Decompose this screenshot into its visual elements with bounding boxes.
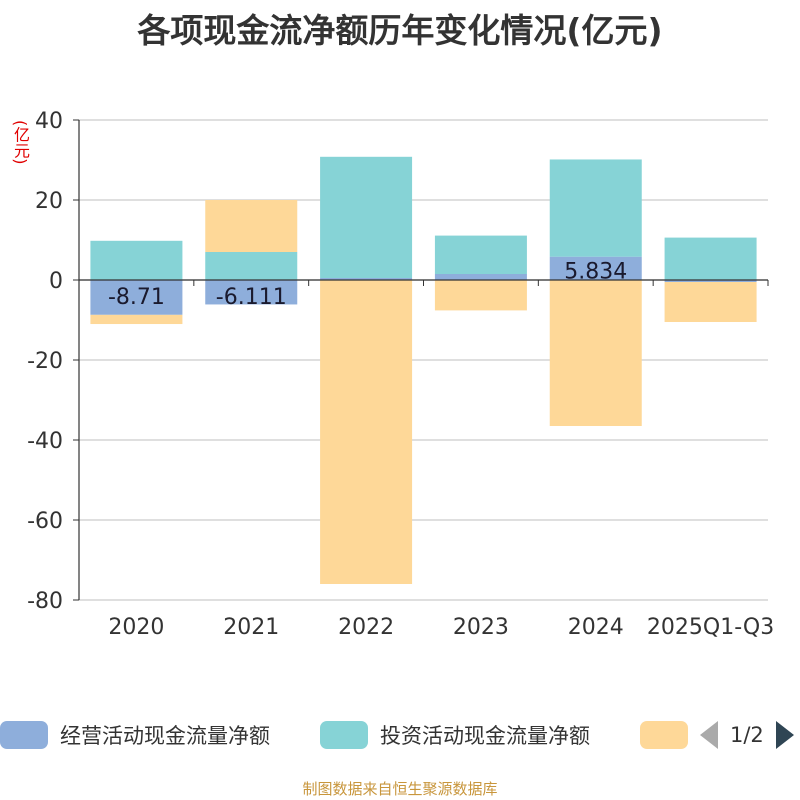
bar-investing-2022 [320, 156, 413, 278]
legend-page-indicator: 1/2 [730, 723, 764, 747]
bar-operating-2024 [549, 256, 642, 280]
y-tick-label: 20 [35, 189, 63, 214]
bar-operating-2023 [434, 274, 527, 280]
legend-item-operating[interactable]: 经营活动现金流量净额 [0, 720, 270, 750]
bar-operating-2025Q1-Q3 [664, 280, 757, 282]
legend-label-investing: 投资活动现金流量净额 [380, 724, 590, 748]
legend-swatch-operating [0, 721, 48, 749]
bar-operating-2020 [90, 280, 183, 315]
bar-financing-2025Q1-Q3 [664, 282, 757, 322]
bar-operating-2021 [205, 280, 298, 305]
bar-financing-2020 [90, 314, 183, 325]
next-page-icon[interactable] [775, 721, 794, 749]
legend-item-investing[interactable]: 投资活动现金流量净额 [320, 720, 590, 750]
bar-operating-2022 [320, 278, 413, 280]
data-label-operating-2021: -6.111 [216, 285, 287, 310]
chart-title: 各项现金流净额历年变化情况(亿元) [137, 11, 663, 50]
bar-financing-2022 [320, 280, 413, 584]
legend-swatch-investing [320, 721, 368, 749]
y-tick-label: 40 [35, 109, 63, 134]
y-tick-label: -60 [27, 509, 63, 534]
bar-investing-2025Q1-Q3 [664, 237, 757, 280]
bar-investing-2024 [549, 159, 642, 257]
y-tick-label: -80 [27, 589, 63, 614]
data-label-operating-2020: -8.71 [108, 285, 165, 310]
x-tick-label: 2021 [223, 615, 279, 640]
y-tick-label: -40 [27, 429, 63, 454]
x-tick-label: 2024 [568, 615, 624, 640]
bar-investing-2023 [434, 235, 527, 274]
x-tick-label: 2025Q1-Q3 [647, 615, 774, 640]
legend: 经营活动现金流量净额 投资活动现金流量净额 1/2 [0, 710, 800, 760]
bar-investing-2021 [205, 252, 298, 280]
bar-financing-2024 [549, 280, 642, 426]
legend-label-operating: 经营活动现金流量净额 [60, 724, 270, 748]
x-tick-label: 2023 [453, 615, 509, 640]
y-tick-label: 0 [49, 269, 63, 294]
y-tick-label: -20 [27, 349, 63, 374]
bar-financing-2021 [205, 200, 298, 252]
x-tick-label: 2022 [338, 615, 394, 640]
legend-item-financing[interactable] [640, 720, 700, 750]
y-axis-unit-label: (亿元) [11, 120, 30, 165]
legend-swatch-financing [640, 721, 688, 749]
legend-pager: 1/2 [700, 720, 794, 750]
prev-page-icon[interactable] [700, 721, 718, 749]
x-tick-label: 2020 [108, 615, 164, 640]
data-source-note: 制图数据来自恒生聚源数据库 [302, 780, 498, 798]
bar-investing-2020 [90, 240, 183, 280]
bar-financing-2023 [434, 280, 527, 311]
